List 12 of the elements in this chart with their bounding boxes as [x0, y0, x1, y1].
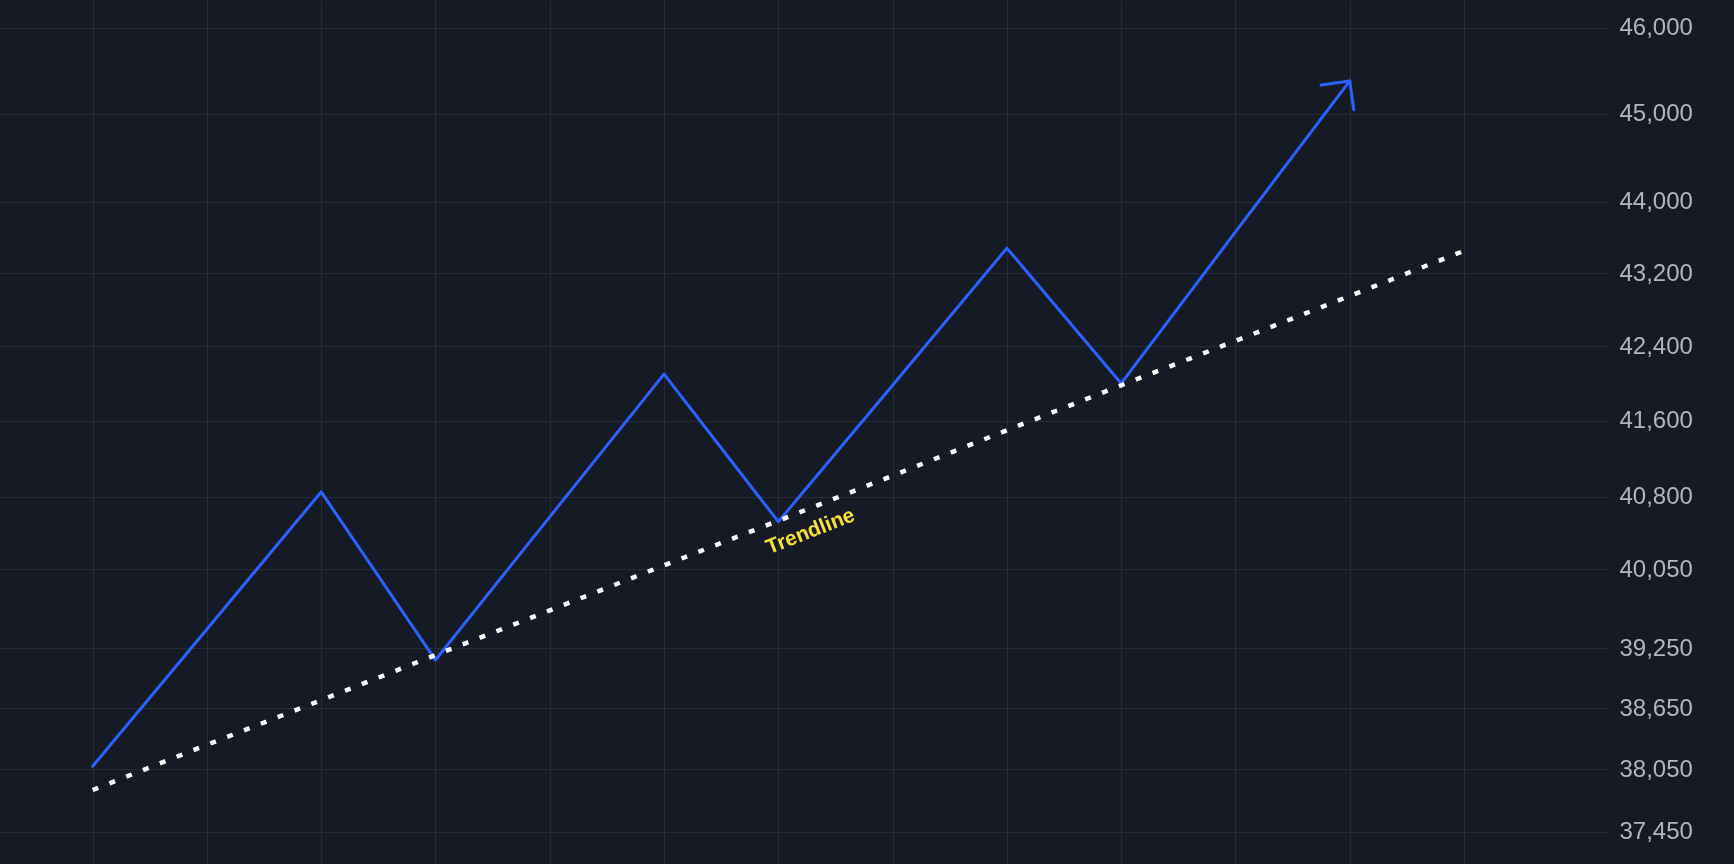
y-tick-label: 39,250 — [1619, 633, 1693, 661]
y-tick-label: 37,450 — [1619, 817, 1693, 845]
y-tick-label: 40,800 — [1619, 482, 1693, 510]
y-tick-label: 40,050 — [1619, 554, 1693, 582]
y-tick-label: 42,400 — [1619, 331, 1693, 359]
y-tick-label: 45,000 — [1619, 99, 1693, 127]
y-tick-label: 38,650 — [1619, 693, 1693, 721]
y-tick-label: 43,200 — [1619, 258, 1693, 286]
y-tick-label: 44,000 — [1619, 187, 1693, 215]
y-tick-label: 41,600 — [1619, 406, 1693, 434]
y-tick-label: 38,050 — [1619, 754, 1693, 782]
y-tick-label: 46,000 — [1619, 13, 1693, 41]
